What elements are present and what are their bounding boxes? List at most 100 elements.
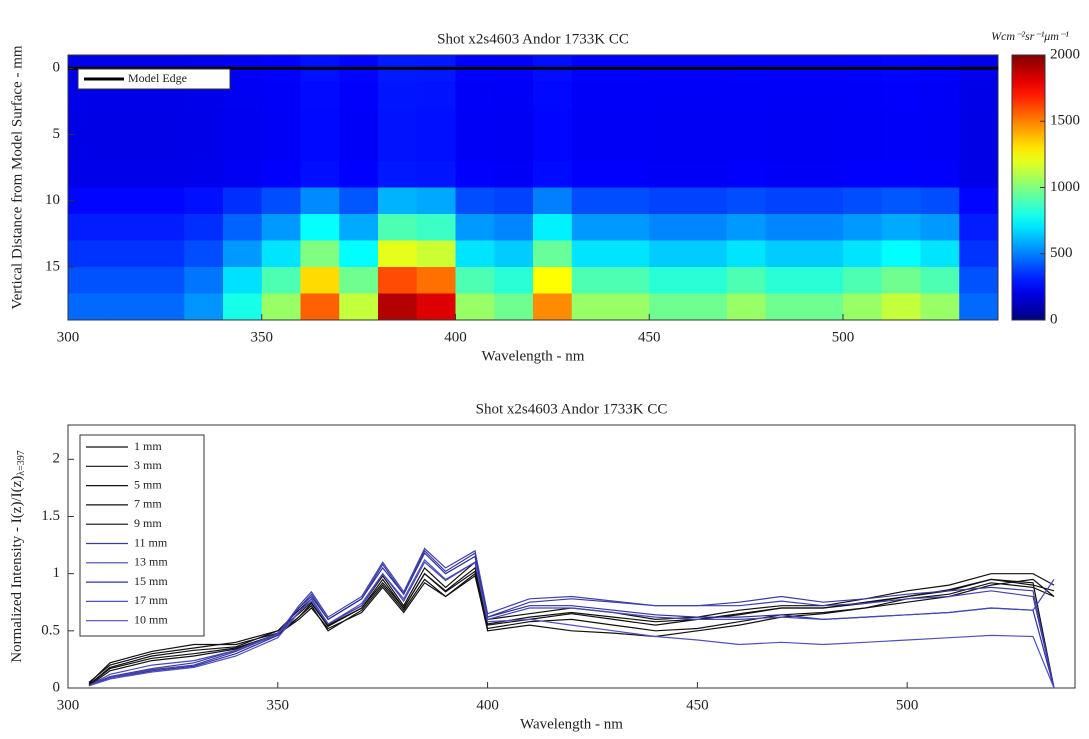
heat-cell [300, 214, 340, 241]
heat-cell [455, 134, 495, 162]
heat-cell [533, 267, 573, 294]
heat-cell [145, 187, 185, 215]
heat-cell [145, 108, 185, 135]
heat-cell [881, 108, 921, 135]
legend-label: 13 mm [134, 555, 168, 569]
heat-cell [145, 134, 185, 162]
heat-cell [804, 214, 844, 241]
heat-cell [843, 293, 883, 321]
heat-cell [843, 108, 883, 135]
heat-cell [688, 108, 728, 135]
heat-cell [300, 267, 340, 294]
colorbar-tick-label: 0 [1050, 311, 1058, 327]
heat-cell [68, 108, 108, 135]
heat-cell [571, 293, 611, 321]
heat-cell [726, 108, 766, 135]
heat-cell [920, 214, 960, 241]
heat-cell [533, 214, 573, 241]
heat-cell [688, 81, 728, 109]
heat-cell [184, 240, 224, 268]
heat-cell [959, 108, 999, 135]
heat-cell [765, 81, 805, 109]
heat-cell [261, 108, 301, 135]
heat-cell [223, 240, 263, 268]
colorbar-tick-label: 2000 [1050, 46, 1080, 62]
heat-cell [843, 214, 883, 241]
heat-cell [881, 187, 921, 215]
heat-cell [416, 214, 456, 241]
legend-box [77, 68, 231, 90]
heat-cell [223, 293, 263, 321]
heat-cell [959, 134, 999, 162]
legend-label: 10 mm [134, 612, 168, 626]
heat-cell [494, 267, 534, 294]
legend-label: 17 mm [134, 593, 168, 607]
heat-cell [106, 187, 146, 215]
heat-cell [610, 81, 650, 109]
heat-cell [920, 293, 960, 321]
heat-cell [959, 240, 999, 268]
heat-cell [223, 214, 263, 241]
x-tick-label: 300 [57, 697, 80, 713]
heat-cell [804, 187, 844, 215]
heat-cell [533, 293, 573, 321]
heat-cell [300, 187, 340, 215]
heat-cell [881, 214, 921, 241]
heat-cell [416, 240, 456, 268]
heat-cell [649, 187, 689, 215]
heat-cell [416, 161, 456, 188]
heat-cell [804, 108, 844, 135]
heat-cell [261, 161, 301, 188]
heat-cell [494, 187, 534, 215]
heat-cell [649, 81, 689, 109]
heat-cell [688, 214, 728, 241]
heat-cell [184, 161, 224, 188]
heat-cell [339, 81, 379, 109]
heat-cell [261, 293, 301, 321]
heat-cell [649, 240, 689, 268]
heat-cell [339, 161, 379, 188]
heat-cell [68, 293, 108, 321]
heat-cell [68, 161, 108, 188]
heat-cell [571, 161, 611, 188]
heat-cell [68, 214, 108, 241]
heat-cell [455, 293, 495, 321]
heat-cell [881, 267, 921, 294]
heat-cell [223, 134, 263, 162]
heat-cell [765, 267, 805, 294]
x-tick-label: 400 [444, 329, 467, 345]
heat-cell [416, 81, 456, 109]
heat-cell [106, 134, 146, 162]
heat-cell [920, 81, 960, 109]
heat-cell [455, 161, 495, 188]
heat-cell [881, 240, 921, 268]
data-line [88, 561, 1055, 687]
heat-cell [261, 267, 301, 294]
legend-box [79, 434, 205, 637]
heat-cell [378, 134, 418, 162]
heat-cell [649, 161, 689, 188]
heat-cell [726, 293, 766, 321]
heat-cell [339, 187, 379, 215]
heat-cell [533, 108, 573, 135]
heat-cell [378, 267, 418, 294]
colorbar-tick-label: 1500 [1050, 113, 1080, 129]
heat-cell [339, 293, 379, 321]
heat-cell [959, 161, 999, 188]
heat-cell [106, 240, 146, 268]
heat-cell [920, 267, 960, 294]
heat-cell [959, 293, 999, 321]
heat-cell [494, 214, 534, 241]
heat-cell [959, 267, 999, 294]
colorbar-label: Wcm⁻²sr⁻¹μm⁻¹ [991, 29, 1069, 43]
heat-cell [881, 293, 921, 321]
heat-cell [959, 214, 999, 241]
heat-cell [145, 267, 185, 294]
heat-cell [416, 293, 456, 321]
colorbar-tick-label: 1000 [1050, 179, 1080, 195]
heat-cell [300, 108, 340, 135]
heat-cell [184, 108, 224, 135]
heat-cell [726, 187, 766, 215]
heat-cell [300, 81, 340, 109]
heat-cell [533, 81, 573, 109]
